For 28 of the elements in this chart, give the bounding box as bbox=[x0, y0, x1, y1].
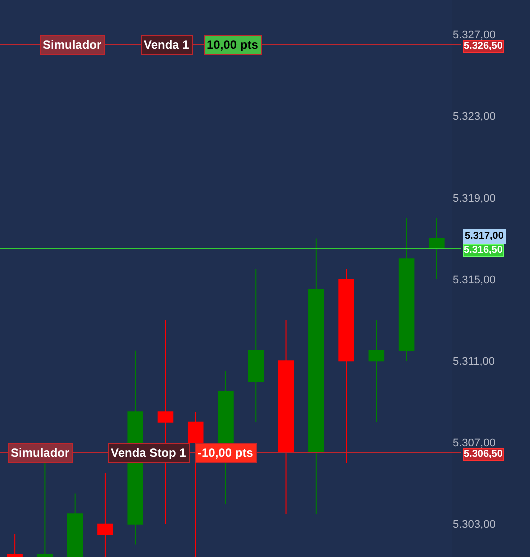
candlestick bbox=[67, 493, 84, 557]
y-tick-label: 5.315,00 bbox=[453, 274, 496, 286]
annotation: Venda 1 bbox=[144, 38, 190, 52]
y-tick-label: 5.319,00 bbox=[453, 192, 496, 205]
ref-line-label: 5.306,50 bbox=[464, 449, 504, 460]
candlestick bbox=[338, 268, 354, 464]
candlestick bbox=[429, 218, 445, 280]
candlestick bbox=[37, 462, 54, 557]
annotation: 10,00 pts bbox=[207, 38, 259, 52]
candlestick bbox=[308, 238, 324, 515]
candlestick bbox=[398, 218, 415, 362]
y-tick-label: 5.307,00 bbox=[453, 438, 496, 450]
y-tick-label: 5.323,00 bbox=[453, 111, 496, 124]
y-tick-label: 5.303,00 bbox=[453, 519, 496, 532]
ref-line-label: 5.326,50 bbox=[464, 41, 504, 52]
annotation: Simulador bbox=[11, 446, 70, 460]
candlestick bbox=[368, 320, 385, 423]
annotation: -10,00 pts bbox=[198, 446, 254, 460]
candlestick bbox=[98, 472, 114, 557]
annotation: Simulador bbox=[43, 38, 102, 52]
candlestick bbox=[7, 534, 23, 557]
candlestick bbox=[278, 320, 294, 515]
annotation: Venda Stop 1 bbox=[111, 446, 187, 460]
candlestick bbox=[248, 268, 264, 423]
ref-line-label: 5.316,50 bbox=[464, 245, 504, 256]
text: 5.317,00 bbox=[465, 231, 504, 242]
y-tick-label: 5.327,00 bbox=[453, 30, 496, 42]
y-tick-label: 5.311,00 bbox=[453, 356, 496, 368]
